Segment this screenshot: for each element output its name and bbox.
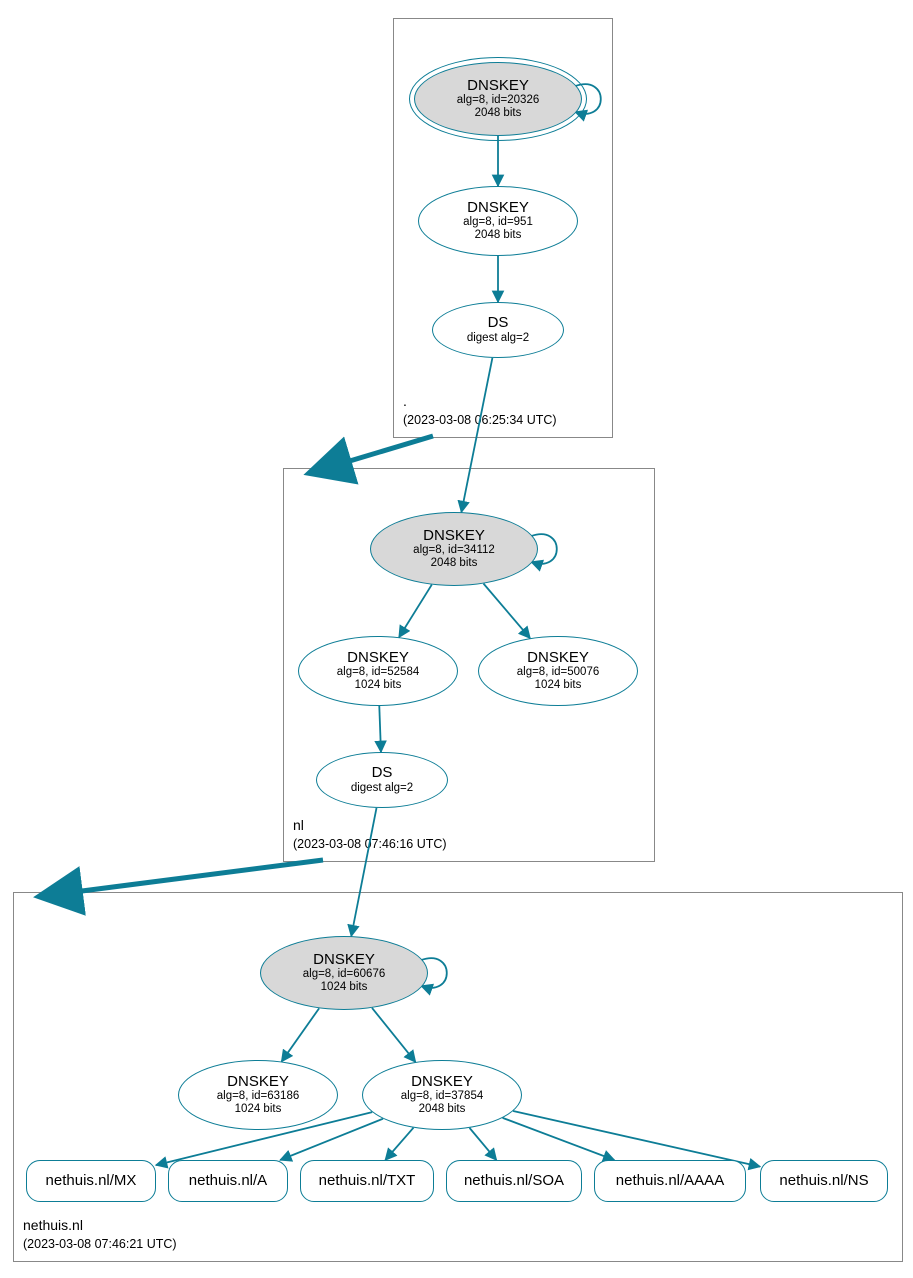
node-nl_ksk: DNSKEYalg=8, id=341122048 bits <box>370 512 538 586</box>
zone-arrow <box>43 860 323 896</box>
node-sub1: digest alg=2 <box>467 332 529 345</box>
node-nl_zsk1: DNSKEYalg=8, id=525841024 bits <box>298 636 458 706</box>
zone-arrow <box>313 436 433 472</box>
node-root_ksk: DNSKEYalg=8, id=203262048 bits <box>414 62 582 136</box>
node-sub2: 2048 bits <box>475 107 522 120</box>
node-sub2: 1024 bits <box>321 981 368 994</box>
node-title: DNSKEY <box>227 1074 289 1091</box>
zone-nethuis-timestamp: (2023-03-08 07:46:21 UTC) <box>23 1237 177 1251</box>
node-label: nethuis.nl/MX <box>46 1173 137 1190</box>
node-title: DNSKEY <box>527 650 589 667</box>
node-sub1: alg=8, id=20326 <box>457 94 540 107</box>
node-sub2: 1024 bits <box>355 679 402 692</box>
zone-nethuis-label: nethuis.nl <box>23 1217 83 1233</box>
node-rr_a: nethuis.nl/A <box>168 1160 288 1202</box>
node-title: DS <box>372 765 393 782</box>
node-nl_zsk2: DNSKEYalg=8, id=500761024 bits <box>478 636 638 706</box>
node-rr_ns: nethuis.nl/NS <box>760 1160 888 1202</box>
node-sub1: alg=8, id=63186 <box>217 1090 300 1103</box>
node-sub1: alg=8, id=50076 <box>517 666 600 679</box>
node-rr_txt: nethuis.nl/TXT <box>300 1160 434 1202</box>
node-rr_aaaa: nethuis.nl/AAAA <box>594 1160 746 1202</box>
node-rr_mx: nethuis.nl/MX <box>26 1160 156 1202</box>
node-nl_ds: DSdigest alg=2 <box>316 752 448 808</box>
node-label: nethuis.nl/TXT <box>319 1173 416 1190</box>
node-label: nethuis.nl/NS <box>779 1173 868 1190</box>
zone-root-timestamp: (2023-03-08 06:25:34 UTC) <box>403 413 557 427</box>
node-sub2: 2048 bits <box>419 1103 466 1116</box>
node-label: nethuis.nl/AAAA <box>616 1173 724 1190</box>
node-sub1: alg=8, id=34112 <box>413 544 495 557</box>
node-sub1: alg=8, id=52584 <box>337 666 420 679</box>
node-title: DNSKEY <box>313 952 375 969</box>
node-root_zsk: DNSKEYalg=8, id=9512048 bits <box>418 186 578 256</box>
node-label: nethuis.nl/SOA <box>464 1173 564 1190</box>
node-sub1: alg=8, id=951 <box>463 216 533 229</box>
node-root_ds: DSdigest alg=2 <box>432 302 564 358</box>
node-sub1: digest alg=2 <box>351 782 413 795</box>
node-title: DNSKEY <box>347 650 409 667</box>
node-title: DNSKEY <box>467 78 529 95</box>
node-title: DNSKEY <box>423 528 485 545</box>
node-sub2: 2048 bits <box>431 557 478 570</box>
node-sub2: 1024 bits <box>235 1103 282 1116</box>
node-neth_ksk: DNSKEYalg=8, id=606761024 bits <box>260 936 428 1010</box>
node-title: DNSKEY <box>467 200 529 217</box>
zone-root-label: . <box>403 393 407 409</box>
node-label: nethuis.nl/A <box>189 1173 267 1190</box>
zone-nl-timestamp: (2023-03-08 07:46:16 UTC) <box>293 837 447 851</box>
node-rr_soa: nethuis.nl/SOA <box>446 1160 582 1202</box>
zone-nl-label: nl <box>293 817 304 833</box>
node-title: DS <box>488 315 509 332</box>
node-sub1: alg=8, id=37854 <box>401 1090 484 1103</box>
node-neth_zsk2: DNSKEYalg=8, id=378542048 bits <box>362 1060 522 1130</box>
node-title: DNSKEY <box>411 1074 473 1091</box>
node-sub1: alg=8, id=60676 <box>303 968 386 981</box>
node-sub2: 1024 bits <box>535 679 582 692</box>
node-sub2: 2048 bits <box>475 229 522 242</box>
node-neth_zsk1: DNSKEYalg=8, id=631861024 bits <box>178 1060 338 1130</box>
